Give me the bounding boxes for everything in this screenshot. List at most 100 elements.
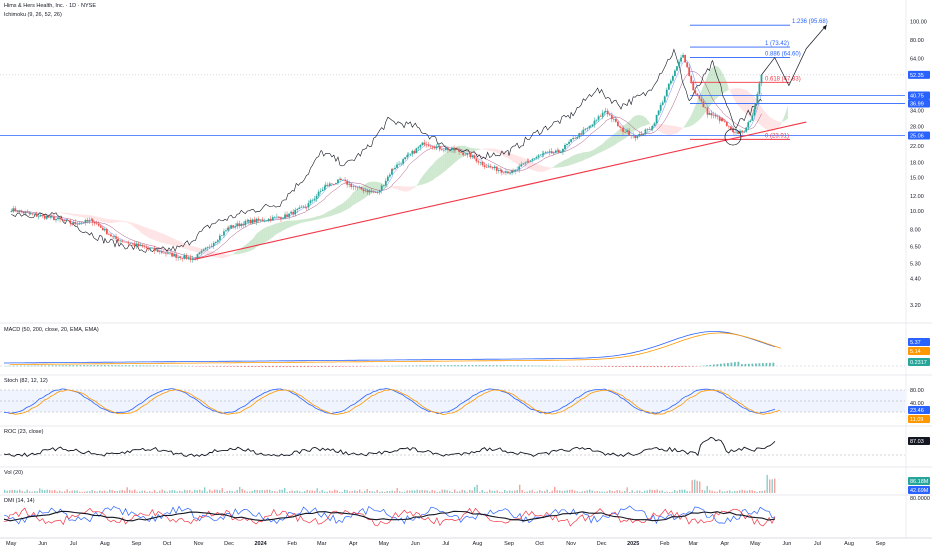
candle-body bbox=[251, 219, 254, 224]
volume-bar bbox=[194, 489, 196, 493]
macd-label[interactable]: MACD (50, 200, close, 20, EMA, EMA) bbox=[4, 327, 99, 333]
volume-bar bbox=[159, 490, 161, 493]
volume-bar bbox=[491, 490, 493, 493]
macd-histogram-bar bbox=[492, 365, 495, 367]
candle-body bbox=[716, 116, 719, 117]
candle-body bbox=[396, 164, 398, 168]
volume-bar bbox=[316, 488, 318, 493]
candle-body bbox=[682, 55, 684, 58]
cloud-segment bbox=[746, 90, 749, 116]
macd-histogram-bar bbox=[489, 365, 491, 367]
volume-bar bbox=[534, 491, 536, 493]
candle-body bbox=[80, 222, 83, 224]
volume-bar bbox=[484, 491, 486, 493]
cloud-segment bbox=[613, 132, 616, 146]
dmi-plus-line bbox=[3, 505, 776, 525]
candle-body bbox=[743, 131, 746, 133]
candle-body bbox=[442, 149, 445, 151]
volume-bar bbox=[641, 491, 643, 493]
cloud-segment bbox=[517, 155, 520, 166]
candle-body bbox=[313, 198, 316, 201]
volume-bar bbox=[41, 489, 43, 493]
cloud-segment bbox=[276, 222, 279, 234]
cloud-segment bbox=[373, 181, 376, 193]
candle-body bbox=[240, 223, 243, 226]
macd-histogram-bar bbox=[72, 365, 75, 367]
candle-body bbox=[659, 104, 662, 111]
candle-body bbox=[593, 120, 596, 125]
cloud-segment bbox=[644, 116, 647, 126]
volume-bar bbox=[466, 491, 468, 493]
candle-body bbox=[570, 139, 572, 142]
cloud-segment bbox=[576, 153, 579, 164]
cloud-segment bbox=[659, 123, 662, 133]
candle-body bbox=[61, 219, 63, 221]
volume-bar bbox=[4, 489, 6, 493]
cloud-segment bbox=[587, 151, 590, 159]
candle-body bbox=[49, 216, 52, 218]
cloud-segment bbox=[184, 243, 187, 250]
volume-bar bbox=[431, 489, 433, 493]
macd-histogram-bar bbox=[426, 365, 428, 367]
candle-body bbox=[97, 223, 100, 226]
dmi-label[interactable]: DMI (14, 14) bbox=[4, 498, 35, 504]
volume-bar bbox=[11, 489, 13, 493]
candle-body bbox=[12, 208, 15, 212]
candle-body bbox=[473, 155, 476, 159]
candle-body bbox=[584, 128, 587, 130]
volume-bar bbox=[311, 490, 313, 493]
volume-bar bbox=[419, 490, 421, 493]
volume-bar bbox=[564, 490, 566, 493]
candle-body bbox=[475, 158, 478, 162]
volume-bar bbox=[366, 488, 368, 493]
candle-body bbox=[29, 213, 32, 215]
candle-body bbox=[129, 243, 132, 244]
cloud-segment bbox=[303, 218, 306, 223]
price-badge-text: 25.06 bbox=[910, 134, 924, 140]
vol-label[interactable]: Vol (20) bbox=[4, 470, 23, 476]
cloud-segment bbox=[67, 213, 70, 215]
volume-bar bbox=[24, 491, 26, 493]
macd-histogram-bar bbox=[41, 365, 43, 367]
cloud-segment bbox=[387, 185, 390, 188]
ichimoku-label[interactable]: Ichimoku (9, 26, 52, 26) bbox=[4, 12, 62, 18]
volume-bar bbox=[224, 491, 226, 493]
roc-label[interactable]: ROC (23, close) bbox=[4, 429, 44, 435]
volume-bar bbox=[494, 490, 496, 493]
macd-histogram-bar bbox=[275, 366, 278, 368]
candle-body bbox=[20, 210, 23, 212]
volume-bar bbox=[74, 490, 76, 493]
cloud-segment bbox=[593, 148, 596, 156]
macd-hist-badge-text: 0.2317 bbox=[910, 360, 927, 366]
volume-bar bbox=[346, 490, 348, 493]
stoch-k-badge-text: 23.46 bbox=[910, 408, 924, 414]
candle-body bbox=[518, 166, 521, 170]
cloud-segment bbox=[105, 218, 108, 223]
candle-body bbox=[444, 148, 447, 150]
volume-bar bbox=[589, 489, 591, 493]
volume-bar bbox=[309, 490, 311, 493]
candle-body bbox=[550, 151, 553, 154]
volume-bar bbox=[321, 490, 323, 493]
volume-bar bbox=[764, 490, 766, 493]
volume-bar bbox=[374, 491, 376, 493]
time-axis[interactable]: May Jun Jul Aug Sep Oct Nov Dec 2024 Feb Mar Apr May… bbox=[0, 537, 932, 547]
y-tick-label: 34.00 bbox=[910, 108, 924, 114]
macd-histogram-bar bbox=[639, 366, 642, 368]
stoch-label[interactable]: Stoch (82, 12, 12) bbox=[4, 378, 48, 384]
volume-bar bbox=[119, 490, 121, 493]
volume-bar bbox=[174, 490, 176, 493]
candle-body bbox=[404, 157, 407, 160]
candle-body bbox=[223, 231, 225, 236]
macd-histogram-bar bbox=[289, 366, 292, 368]
cloud-segment bbox=[146, 227, 149, 238]
candle-body bbox=[119, 240, 122, 242]
volume-bar bbox=[324, 491, 326, 493]
candle-body bbox=[125, 241, 128, 243]
volume-bar bbox=[371, 491, 373, 493]
macd-histogram-bar bbox=[440, 365, 442, 367]
candle-body bbox=[527, 161, 530, 163]
volume-bar bbox=[246, 491, 248, 493]
cloud-segment bbox=[504, 151, 507, 158]
cloud-segment bbox=[271, 224, 274, 238]
